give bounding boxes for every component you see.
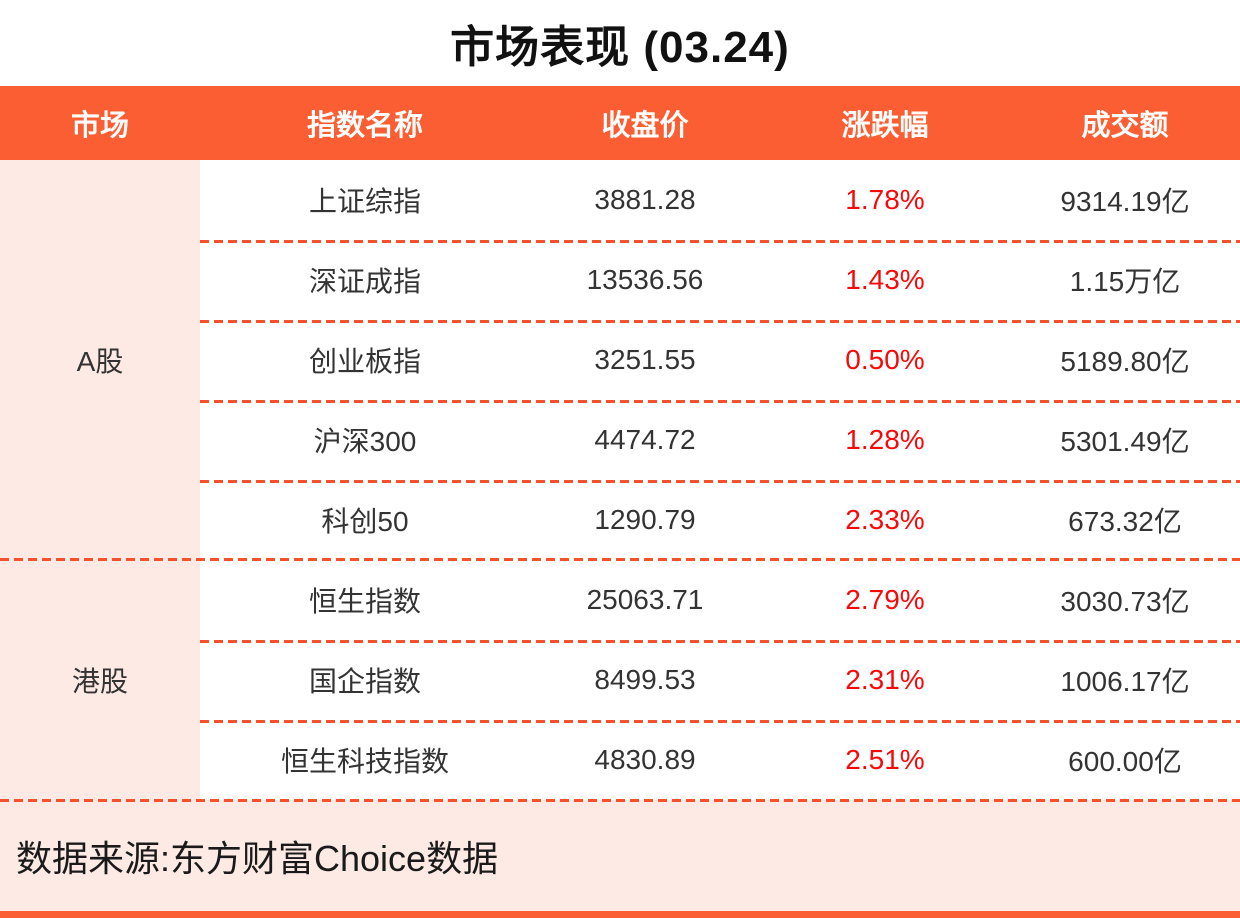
market-group-label: 港股	[0, 560, 200, 800]
header-cell-change-percent: 涨跌幅	[841, 110, 929, 142]
change-percent-cell: 1.43%	[845, 264, 925, 295]
table-row: 沪深300 4474.72 1.28% 5301.49亿	[200, 400, 1240, 480]
header-cell-index-name: 指数名称	[306, 110, 423, 142]
market-group-a-shares: A股 上证综指 3881.28 1.78% 9314.19亿 深证成指 1353…	[0, 160, 1240, 560]
footer-divider-line	[0, 799, 1240, 802]
bottom-accent-bar	[0, 911, 1240, 918]
close-price-cell: 4474.72	[594, 424, 696, 455]
group-divider-line	[0, 558, 1240, 561]
change-percent-cell: 1.78%	[845, 184, 925, 215]
turnover-cell: 600.00亿	[1068, 746, 1182, 777]
table-header-row: 市场 指数名称 收盘价 涨跌幅 成交额	[0, 86, 1240, 160]
table-row: 国企指数 8499.53 2.31% 1006.17亿	[200, 640, 1240, 720]
change-percent-cell: 1.28%	[845, 424, 925, 455]
index-name-cell: 上证综指	[308, 186, 421, 217]
index-name-cell: 恒生指数	[308, 586, 421, 617]
change-percent-cell: 2.79%	[845, 584, 925, 615]
turnover-cell: 5301.49亿	[1060, 426, 1190, 457]
index-name-cell: 恒生科技指数	[280, 746, 449, 777]
data-source-text: 数据来源:东方财富Choice数据	[16, 837, 499, 879]
index-name-cell: 科创50	[321, 506, 409, 537]
close-price-cell: 1290.79	[594, 504, 696, 535]
market-group-label: A股	[0, 160, 200, 560]
index-name-cell: 创业板指	[308, 346, 421, 377]
table-row: 科创50 1290.79 2.33% 673.32亿	[200, 480, 1240, 560]
page-title: 市场表现 (03.24)	[450, 23, 790, 72]
change-percent-cell: 2.31%	[845, 664, 925, 695]
footer-bar: 数据来源:东方财富Choice数据	[0, 800, 1240, 911]
turnover-cell: 673.32亿	[1068, 506, 1182, 537]
index-name-cell: 深证成指	[308, 266, 421, 297]
table-row: 创业板指 3251.55 0.50% 5189.80亿	[200, 320, 1240, 400]
turnover-cell: 5189.80亿	[1060, 346, 1190, 377]
turnover-cell: 1.15万亿	[1069, 266, 1181, 297]
group-rows: 上证综指 3881.28 1.78% 9314.19亿 深证成指 13536.5…	[200, 160, 1240, 560]
index-name-cell: 沪深300	[313, 426, 417, 457]
close-price-cell: 25063.71	[586, 584, 704, 615]
index-name-cell: 国企指数	[308, 666, 421, 697]
close-price-cell: 13536.56	[586, 264, 704, 295]
table-row: 深证成指 13536.56 1.43% 1.15万亿	[200, 240, 1240, 320]
close-price-cell: 3251.55	[594, 344, 696, 375]
market-group-hk-shares: 港股 恒生指数 25063.71 2.79% 3030.73亿 国企指数 849…	[0, 560, 1240, 800]
turnover-cell: 1006.17亿	[1060, 666, 1190, 697]
title-bar: 市场表现 (03.24)	[0, 0, 1240, 86]
change-percent-cell: 2.51%	[845, 744, 925, 775]
header-cell-close-price: 收盘价	[601, 110, 689, 142]
close-price-cell: 3881.28	[594, 184, 696, 215]
close-price-cell: 4830.89	[594, 744, 696, 775]
change-percent-cell: 0.50%	[845, 344, 925, 375]
change-percent-cell: 2.33%	[845, 504, 925, 535]
group-rows: 恒生指数 25063.71 2.79% 3030.73亿 国企指数 8499.5…	[200, 560, 1240, 800]
header-cell-turnover: 成交额	[1081, 110, 1169, 142]
table-row: 恒生科技指数 4830.89 2.51% 600.00亿	[200, 720, 1240, 800]
turnover-cell: 3030.73亿	[1060, 586, 1190, 617]
header-cell-market: 市场	[70, 110, 129, 142]
close-price-cell: 8499.53	[594, 664, 696, 695]
turnover-cell: 9314.19亿	[1060, 186, 1190, 217]
table-row: 恒生指数 25063.71 2.79% 3030.73亿	[200, 560, 1240, 640]
table-row: 上证综指 3881.28 1.78% 9314.19亿	[200, 160, 1240, 240]
